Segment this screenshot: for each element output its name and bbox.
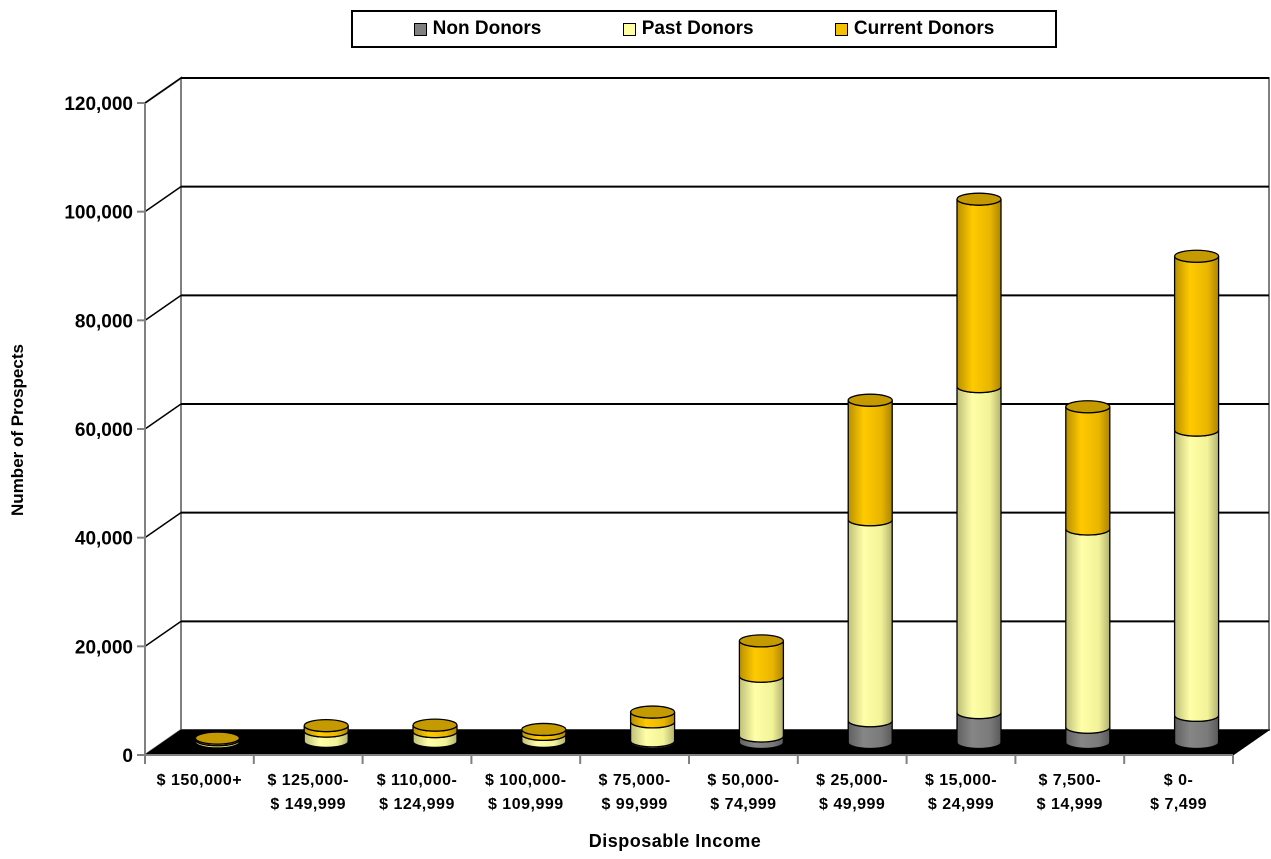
x-tick-label: $ 109,999: [488, 796, 564, 813]
y-tick-label: 100,000: [64, 203, 133, 224]
bar-top-cap: [847, 393, 893, 407]
x-tick-label: $ 99,999: [601, 796, 667, 813]
bar-top-cap: [521, 722, 567, 737]
x-tick-label: $ 124,999: [379, 796, 455, 813]
bar-top-cap: [303, 719, 349, 733]
x-tick-label: $ 74,999: [710, 796, 776, 813]
y-tick-label: 120,000: [64, 94, 133, 115]
bar-top-cap: [1173, 249, 1220, 263]
x-tick-label: $ 75,000-: [599, 772, 671, 789]
gridline-side: [144, 620, 182, 647]
bar-segment-current-donors: [1065, 406, 1111, 536]
gridline-side: [144, 294, 182, 321]
legend-label: Current Donors: [853, 18, 995, 39]
bar-top-cap: [956, 192, 1002, 206]
legend-item-current-donors: Current Donors: [834, 18, 995, 40]
bar-top-cap: [194, 731, 241, 745]
y-tick-label: 0: [122, 746, 133, 767]
x-axis-title: Disposable Income: [589, 831, 762, 851]
legend-swatch: [413, 22, 427, 36]
y-tick-label: 20,000: [75, 637, 133, 658]
x-tick-label: $ 7,500-: [1038, 772, 1101, 789]
gridline-side: [144, 77, 182, 104]
bar-segment-past-donors: [738, 676, 785, 743]
legend-item-non-donors: Non Donors: [413, 18, 542, 40]
x-tick-label: $ 15,000-: [925, 772, 997, 789]
bar-segment-current-donors: [1173, 256, 1220, 437]
chart-legend: Non Donors Past Donors Current Donors: [351, 10, 1057, 48]
y-axis-title: Number of Prospects: [8, 344, 27, 516]
bar-segment-past-donors: [1065, 528, 1111, 734]
x-tick-label: $ 0-: [1164, 772, 1194, 789]
bar-segment-current-donors: [956, 198, 1002, 394]
legend-swatch: [622, 22, 636, 36]
y-tick-label: 60,000: [75, 420, 133, 441]
legend-item-past-donors: Past Donors: [622, 18, 754, 40]
x-tick-label: $ 50,000-: [707, 772, 779, 789]
legend-label: Non Donors: [432, 18, 542, 39]
x-tick-label: $ 149,999: [270, 796, 346, 813]
gridline-side: [144, 512, 182, 539]
x-tick-label: $ 14,999: [1037, 796, 1103, 813]
x-tick-label: $ 24,999: [928, 796, 994, 813]
x-tick-label: $ 125,000-: [267, 772, 349, 789]
x-tick-label: $ 100,000-: [485, 772, 567, 789]
y-tick-label: 80,000: [75, 311, 133, 332]
x-tick-label: $ 150,000+: [157, 772, 243, 789]
legend-swatch: [834, 22, 848, 36]
bar-top-cap: [629, 705, 676, 719]
y-tick-label: 40,000: [75, 529, 133, 550]
bar-segment-past-donors: [1173, 429, 1220, 722]
bar-segment-past-donors: [956, 386, 1002, 720]
bar-top-cap: [412, 718, 458, 732]
bar-segment-past-donors: [847, 519, 893, 728]
gridline-side: [144, 186, 182, 213]
bar-top-cap: [738, 634, 785, 648]
bar-segment-current-donors: [847, 400, 893, 527]
x-tick-label: $ 7,499: [1150, 796, 1207, 813]
legend-label: Past Donors: [641, 18, 754, 39]
gridline-side: [144, 403, 182, 430]
x-tick-label: $ 49,999: [819, 796, 885, 813]
x-tick-label: $ 110,000-: [377, 772, 458, 789]
x-tick-label: $ 25,000-: [816, 772, 888, 789]
bar-top-cap: [1065, 400, 1111, 414]
